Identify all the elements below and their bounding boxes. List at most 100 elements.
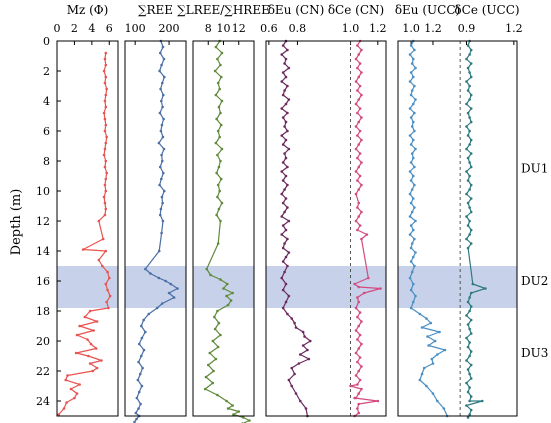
data-point-6-64: [465, 359, 468, 362]
y-tick-label-11: 22: [36, 365, 50, 378]
data-point-5-62: [438, 330, 441, 334]
data-point-5-13: [414, 98, 417, 101]
data-point-6-8: [469, 75, 473, 79]
data-point-5-44: [413, 237, 416, 241]
data-point-1-36: [164, 279, 167, 283]
data-point-4-42: [365, 233, 369, 236]
data-point-6-37: [468, 206, 471, 209]
data-point-3-35: [284, 197, 288, 200]
data-point-1-54: [136, 378, 140, 382]
data-point-3-24: [287, 147, 291, 151]
data-point-4-16: [356, 111, 359, 115]
data-point-1-2: [158, 51, 162, 55]
data-point-0-18: [104, 159, 108, 163]
data-point-5-30: [411, 174, 415, 178]
data-point-1-3: [162, 57, 166, 61]
data-point-5-56: [411, 300, 415, 304]
y-tick-label-2: 4: [43, 95, 50, 108]
data-point-3-25: [283, 152, 286, 155]
data-point-3-45: [283, 242, 286, 245]
data-point-3-50: [286, 264, 289, 268]
x-tick-label-3-0: 0.6: [260, 22, 278, 35]
data-point-5-12: [409, 93, 413, 97]
data-point-2-20: [219, 159, 222, 163]
data-point-2-28: [217, 207, 221, 211]
data-point-5-14: [411, 102, 415, 106]
unit-label-du2: DU2: [521, 274, 548, 288]
data-point-5-48: [411, 255, 415, 259]
data-point-4-75: [357, 402, 361, 406]
data-point-2-24: [216, 183, 220, 187]
data-point-2-43: [217, 321, 221, 325]
data-point-6-56: [466, 323, 470, 326]
data-point-5-19: [410, 125, 414, 128]
data-point-4-69: [349, 384, 352, 388]
data-point-1-46: [144, 330, 147, 334]
data-point-2-15: [216, 129, 220, 133]
data-point-3-58: [286, 312, 289, 316]
data-point-4-27: [360, 161, 363, 164]
data-point-0-60: [75, 392, 79, 395]
data-point-3-2: [286, 48, 289, 52]
unit-label-du1: DU1: [521, 162, 548, 176]
data-point-3-4: [284, 57, 288, 61]
data-point-1-30: [161, 219, 165, 223]
data-point-4-38: [357, 215, 361, 218]
x-tick-label-5-1: 1.2: [424, 22, 442, 35]
data-point-2-17: [214, 141, 218, 145]
x-tick-label-2-0: 8: [205, 22, 212, 35]
data-point-5-60: [429, 321, 433, 325]
data-point-6-19: [465, 125, 468, 128]
data-point-0-2: [104, 63, 108, 67]
data-point-4-28: [357, 165, 361, 169]
panel-title-0: Mz (Φ): [67, 3, 109, 17]
panel-frame-4: [397, 40, 518, 417]
data-point-6-47: [471, 282, 475, 286]
data-point-2-25: [218, 189, 221, 193]
data-point-6-59: [465, 336, 468, 340]
data-point-1-14: [160, 123, 164, 127]
data-point-6-12: [469, 93, 473, 97]
data-point-2-40: [226, 303, 230, 307]
data-point-2-59: [237, 410, 241, 413]
data-point-0-36: [104, 282, 108, 286]
data-point-6-10: [468, 84, 471, 88]
data-point-3-71: [293, 372, 296, 376]
data-point-6-33: [468, 188, 471, 191]
data-point-6-49: [469, 291, 473, 295]
data-point-1-4: [160, 63, 163, 67]
data-point-6-9: [465, 80, 468, 83]
data-point-6-5: [469, 62, 473, 65]
data-point-4-11: [356, 89, 359, 92]
data-point-6-46: [466, 246, 470, 250]
data-point-5-71: [420, 372, 424, 376]
panel-title-2: ∑LREE/∑HREE: [177, 3, 270, 17]
data-point-4-17: [360, 116, 363, 119]
data-point-4-33: [357, 188, 361, 191]
data-point-2-13: [215, 117, 218, 121]
data-point-6-17: [468, 116, 471, 119]
data-point-6-62: [469, 350, 473, 353]
data-point-2-29: [215, 213, 218, 217]
data-point-3-15: [280, 107, 284, 110]
data-point-6-39: [465, 215, 468, 218]
data-point-3-13: [287, 98, 291, 101]
data-point-2-54: [203, 387, 207, 391]
data-point-1-22: [161, 171, 165, 175]
data-point-0-1: [103, 57, 107, 61]
data-point-4-63: [356, 360, 359, 364]
data-point-4-20: [358, 129, 362, 133]
data-point-4-40: [358, 224, 362, 227]
data-point-3-51: [283, 270, 286, 274]
data-point-5-39: [408, 215, 412, 218]
data-point-0-61: [73, 396, 76, 400]
data-point-5-26: [411, 156, 415, 160]
data-point-5-4: [411, 57, 415, 61]
data-point-5-40: [414, 219, 417, 223]
data-point-0-11: [103, 117, 107, 121]
data-point-6-78: [466, 416, 470, 419]
data-point-0-0: [104, 51, 108, 55]
data-point-5-63: [426, 335, 429, 338]
data-point-0-17: [102, 153, 106, 157]
panel-title-3: δEu (CN): [268, 3, 325, 17]
